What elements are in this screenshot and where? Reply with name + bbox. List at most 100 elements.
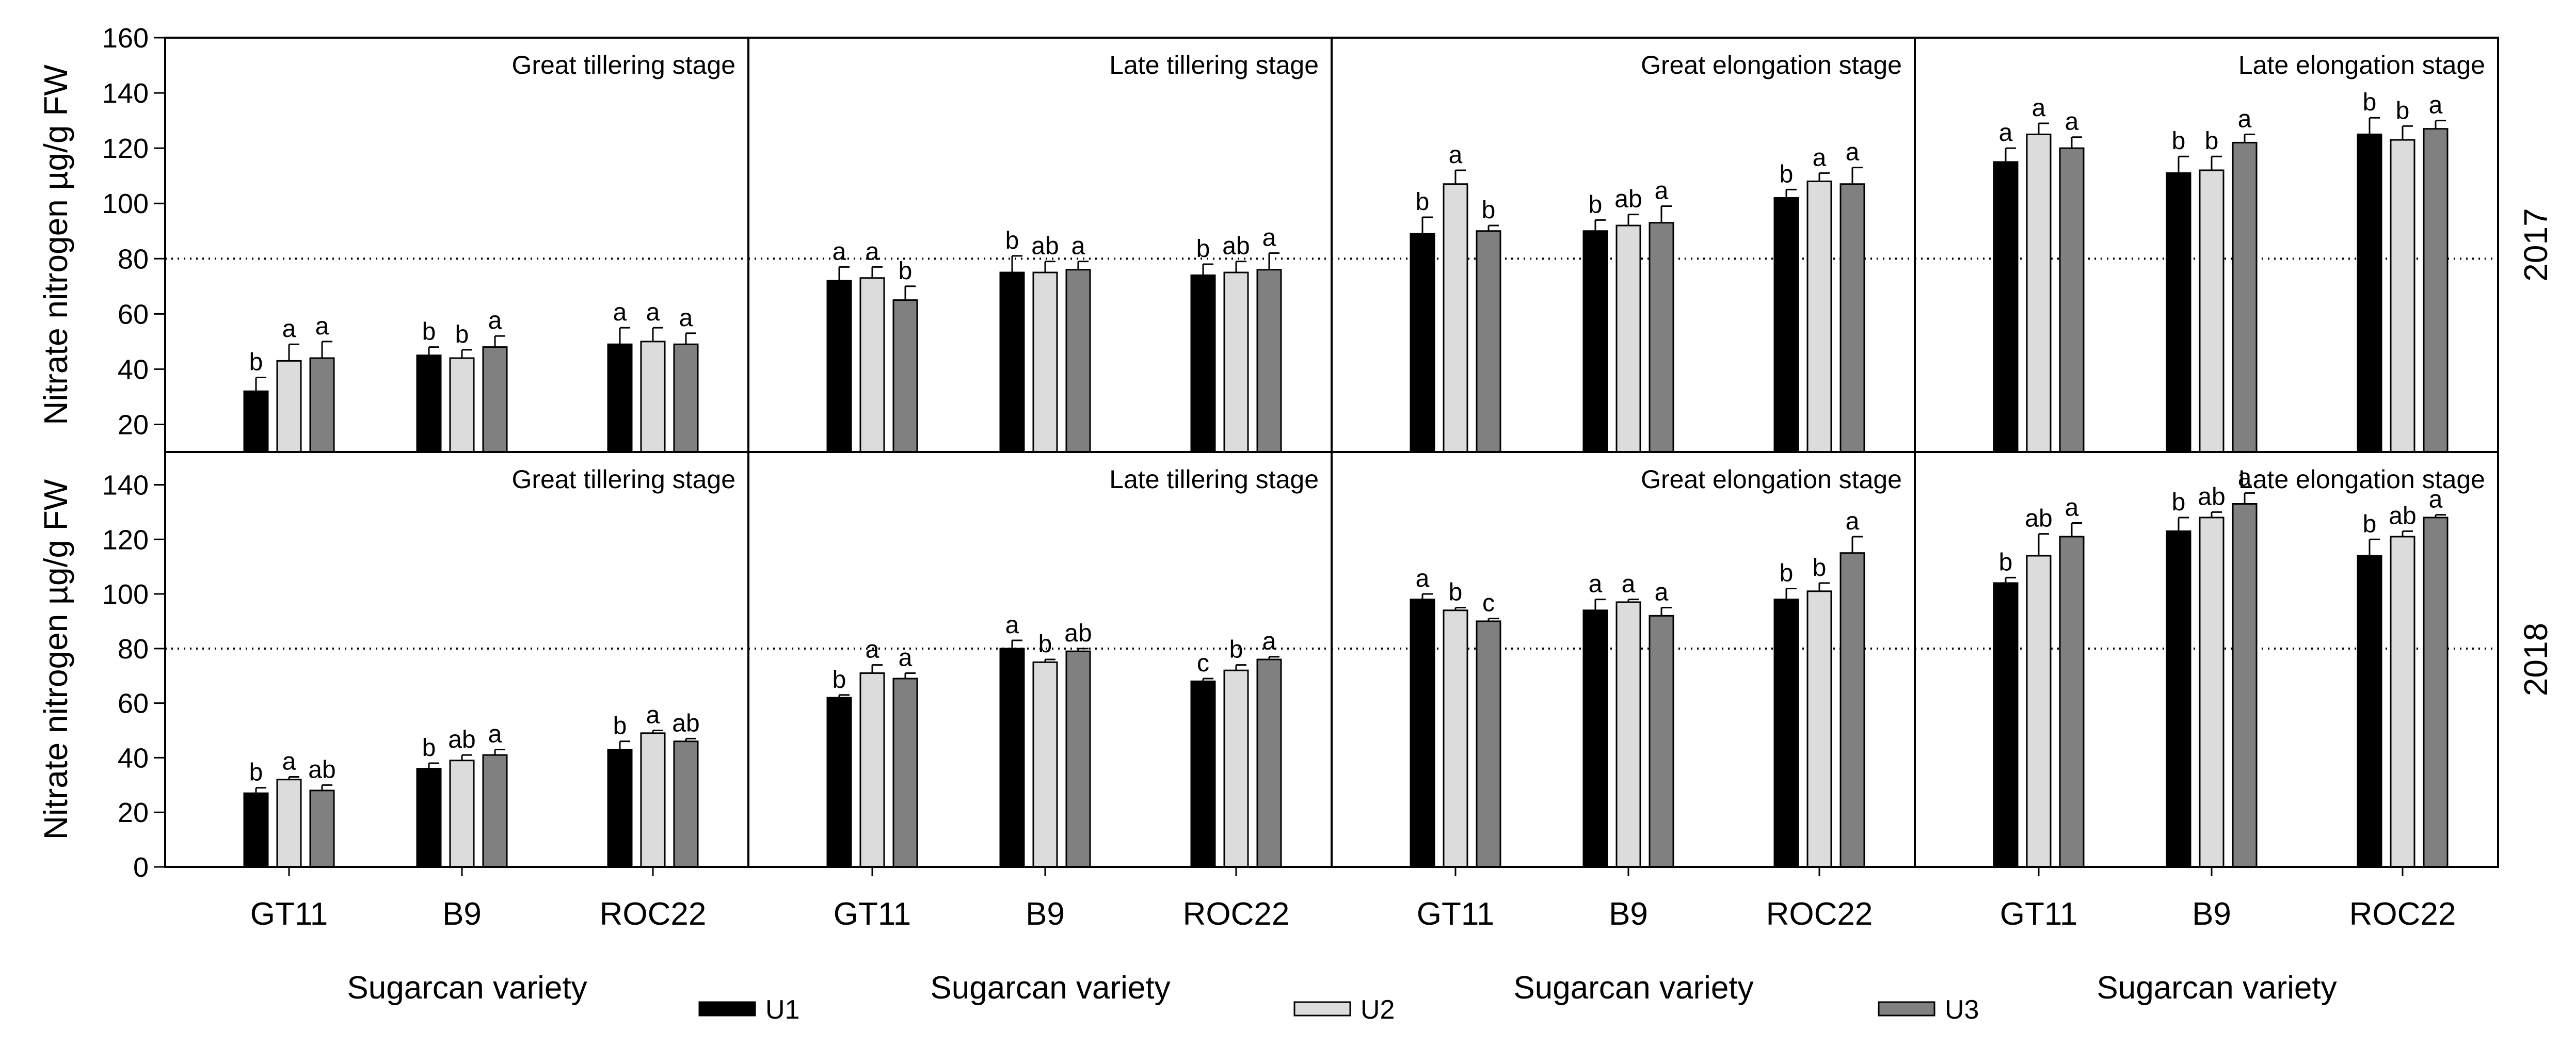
significance-label: ab [2025, 505, 2052, 533]
significance-label: b [1780, 160, 1794, 188]
significance-label: a [866, 238, 879, 265]
bar-U2 [276, 779, 302, 868]
significance-label: a [1655, 579, 1669, 606]
bar-U2 [1032, 271, 1058, 453]
bar-U3 [482, 754, 508, 868]
x-tick-label: B9 [1026, 896, 1065, 932]
significance-label: a [315, 313, 329, 340]
bar-U1 [1773, 599, 1799, 868]
significance-label: ab [1031, 233, 1059, 260]
bar-U3 [1839, 552, 1865, 868]
significance-label: b [2172, 127, 2186, 155]
bar-U1 [416, 768, 442, 868]
bar-U1 [826, 280, 852, 453]
y-tick-label: 80 [118, 244, 149, 275]
bar-U3 [1065, 650, 1091, 868]
significance-label: a [2065, 494, 2079, 522]
significance-label: a [1846, 508, 1860, 535]
significance-label: a [1999, 119, 2013, 147]
significance-label: ab [672, 710, 699, 737]
bar-U1 [416, 355, 442, 453]
panel-frame [1914, 451, 2499, 868]
bar-U3 [1065, 269, 1091, 453]
legend-label-U1: U1 [765, 995, 799, 1025]
y-tick-label: 20 [118, 797, 149, 828]
bar-U1 [1582, 609, 1608, 868]
bar-U3 [1649, 615, 1674, 868]
year-label: 2018 [2517, 623, 2554, 696]
bar-U2 [640, 341, 666, 453]
bar-U1 [1773, 197, 1799, 453]
significance-label: a [1005, 611, 1019, 639]
significance-label: b [1416, 188, 1430, 216]
significance-label: b [1449, 579, 1463, 606]
significance-label: ab [1222, 233, 1250, 260]
y-tick-label: 20 [118, 409, 149, 440]
bar-U3 [892, 678, 918, 868]
bar-U1 [607, 343, 633, 453]
bar-U2 [2026, 133, 2052, 453]
bar-U1 [1582, 230, 1608, 453]
bar-U2 [859, 277, 885, 453]
y-tick-label: 140 [102, 78, 149, 109]
x-tick-label: B9 [2192, 896, 2231, 932]
significance-label: a [1071, 233, 1085, 260]
significance-label: b [1780, 559, 1794, 587]
bar-U3 [1256, 658, 1282, 868]
significance-label: a [282, 748, 296, 775]
significance-label: c [1482, 590, 1495, 617]
bar-U1 [243, 390, 269, 453]
bar-U1 [243, 792, 269, 868]
x-tick-label: GT11 [834, 896, 911, 932]
significance-label: b [1813, 554, 1827, 582]
x-tick-label: ROC22 [1183, 896, 1290, 932]
y-tick-label: 100 [102, 188, 149, 219]
significance-label: a [2032, 94, 2046, 122]
panel-stage-title: Late tillering stage [1109, 465, 1319, 494]
legend-label-U3: U3 [1945, 995, 1979, 1025]
x-axis-title: Sugarcan variety [930, 970, 1170, 1006]
bar-U3 [892, 299, 918, 453]
bar-U3 [2059, 536, 2085, 868]
bar-U1 [1410, 233, 1435, 453]
significance-label: ab [2389, 502, 2416, 529]
significance-label: a [1813, 144, 1827, 171]
panel-stage-title: Late elongation stage [2238, 51, 2485, 79]
significance-label: a [1846, 139, 1860, 166]
bar-U1 [999, 648, 1025, 868]
panel-stage-title: Great elongation stage [1641, 51, 1902, 79]
bar-U3 [2232, 141, 2258, 453]
significance-label: a [1589, 571, 1603, 598]
significance-label: b [1589, 191, 1603, 218]
bar-U1 [2357, 555, 2382, 868]
y-tick-label: 120 [102, 524, 149, 555]
x-tick-label: ROC22 [600, 896, 707, 932]
bar-U1 [1410, 599, 1435, 868]
significance-label: b [613, 713, 627, 740]
significance-label: a [488, 721, 502, 748]
bar-U2 [1443, 609, 1468, 868]
bar-U3 [1476, 620, 1501, 868]
significance-label: a [1416, 565, 1430, 592]
y-tick-label: 40 [118, 354, 149, 385]
bar-U1 [2166, 530, 2191, 868]
x-axis-title: Sugarcan variety [1513, 970, 1753, 1006]
bar-U2 [276, 360, 302, 453]
significance-label: b [1482, 197, 1496, 224]
x-axis-title: Sugarcan variety [347, 970, 587, 1006]
significance-label: a [646, 702, 660, 729]
legend-swatch-U3 [1878, 1001, 1935, 1017]
y-tick-label: 100 [102, 579, 149, 610]
x-tick-label: GT11 [250, 896, 328, 932]
bar-U3 [2423, 128, 2449, 453]
bar-U1 [999, 271, 1025, 453]
significance-label: b [2172, 489, 2186, 516]
bar-U3 [673, 343, 699, 453]
